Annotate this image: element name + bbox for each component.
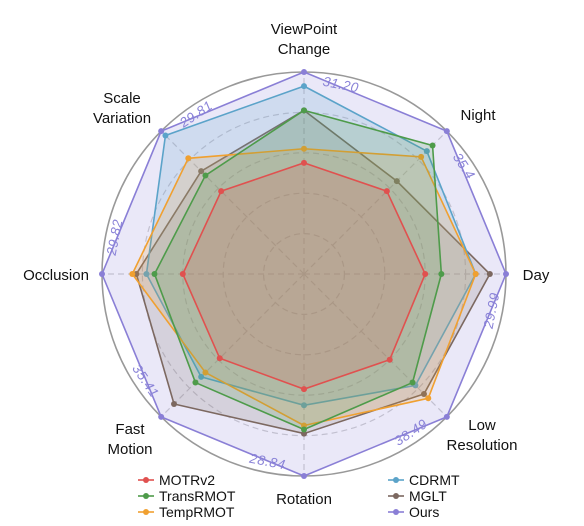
- point-motrv2: [301, 386, 307, 393]
- point-mglt: [420, 390, 427, 397]
- point-cdrmt: [423, 148, 430, 155]
- axis-label: Day: [523, 267, 550, 284]
- point-temprmot: [425, 395, 432, 402]
- point-motrv2: [218, 188, 225, 195]
- point-cdrmt: [301, 402, 307, 409]
- point-ours: [301, 69, 307, 75]
- legend-marker: [143, 493, 149, 499]
- axis-label: Night: [460, 107, 496, 124]
- point-temprmot: [301, 145, 307, 152]
- grid-spoke: [303, 130, 448, 275]
- max-value-label: 29.82: [104, 218, 126, 257]
- point-cdrmt: [162, 132, 169, 139]
- axis-label: Low Resolution: [447, 417, 518, 454]
- point-temprmot: [418, 153, 425, 160]
- point-transrmot: [301, 426, 307, 433]
- series-motrv2: [181, 162, 427, 390]
- point-ours: [443, 413, 450, 420]
- point-transrmot: [409, 379, 416, 386]
- point-temprmot: [202, 369, 209, 376]
- axis-label: Rotation: [276, 491, 332, 508]
- legend-label: TransRMOT: [159, 488, 236, 504]
- point-transrmot: [438, 271, 445, 277]
- legend-label: CDRMT: [409, 472, 460, 488]
- point-mglt: [171, 400, 178, 407]
- legend-label: Ours: [409, 504, 439, 520]
- point-motrv2: [216, 355, 223, 362]
- point-temprmot: [129, 271, 136, 277]
- legend-item-temprmot: TempRMOT: [138, 504, 235, 520]
- point-temprmot: [185, 155, 192, 162]
- max-value-label: 28.84: [247, 451, 286, 473]
- legend-item-mglt: MGLT: [388, 488, 447, 504]
- point-mglt: [198, 168, 205, 175]
- legend-item-transrmot: TransRMOT: [138, 488, 236, 504]
- point-transrmot: [151, 271, 158, 277]
- point-ours: [301, 473, 307, 479]
- legend-marker: [393, 477, 399, 483]
- point-transrmot: [192, 379, 199, 386]
- legend-label: MGLT: [409, 488, 447, 504]
- max-value-label: 31.20: [322, 74, 360, 96]
- point-ours: [158, 128, 165, 135]
- axis-label: Occlusion: [23, 267, 89, 284]
- point-ours: [158, 413, 165, 420]
- point-motrv2: [179, 271, 186, 277]
- point-transrmot: [301, 107, 307, 114]
- point-cdrmt: [143, 271, 150, 277]
- axis-labels: ViewPoint Change Night Day Low Resolution Rota…: [23, 21, 550, 508]
- legend-marker: [143, 477, 149, 483]
- point-motrv2: [386, 356, 393, 363]
- axis-label: Fast Motion: [107, 421, 152, 458]
- grid-spoke: [160, 273, 305, 418]
- point-cdrmt: [198, 373, 205, 380]
- point-ours: [99, 271, 105, 277]
- grid-spoke: [160, 130, 305, 275]
- axis-label: ViewPoint Change: [271, 21, 338, 58]
- radar-series: [99, 69, 509, 479]
- point-transrmot: [202, 172, 209, 179]
- axis-label: Scale Variation: [93, 90, 151, 127]
- legend-label: MOTRv2: [159, 472, 215, 488]
- point-temprmot: [472, 271, 479, 277]
- legend-marker: [143, 509, 149, 515]
- legend-item-motrv2: MOTRv2: [138, 472, 215, 488]
- point-ours: [443, 128, 450, 135]
- point-ours: [503, 271, 509, 277]
- point-mglt: [393, 178, 400, 185]
- point-motrv2: [422, 271, 429, 277]
- point-mglt: [486, 271, 493, 277]
- point-cdrmt: [301, 83, 307, 90]
- grid-spoke: [303, 273, 448, 418]
- point-motrv2: [383, 188, 390, 195]
- legend-marker: [393, 509, 399, 515]
- legend-marker: [393, 493, 399, 499]
- max-value-label: 29.99: [481, 291, 503, 330]
- legend-item-ours: Ours: [388, 504, 439, 520]
- point-motrv2: [301, 159, 307, 166]
- legend-item-cdrmt: CDRMT: [388, 472, 460, 488]
- legend-label: TempRMOT: [159, 504, 235, 520]
- point-transrmot: [429, 142, 436, 149]
